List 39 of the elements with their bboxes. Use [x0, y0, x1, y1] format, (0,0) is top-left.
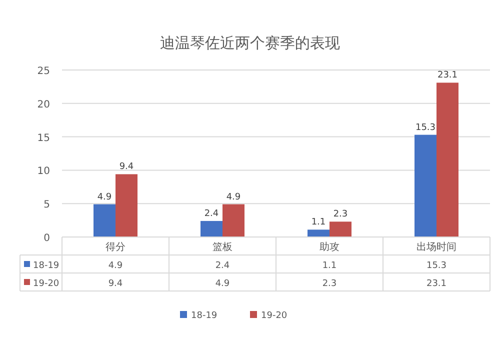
- text: 2.3: [322, 279, 337, 289]
- x-tick-label: 篮板: [212, 241, 232, 253]
- data-label: 23.1: [437, 70, 458, 81]
- text: 15.3: [426, 261, 447, 271]
- x-tick-label: 得分: [106, 241, 126, 253]
- bar: [116, 174, 138, 237]
- bar: [308, 230, 330, 237]
- bar: [222, 204, 244, 237]
- data-label: 4.9: [226, 192, 241, 202]
- text: 19-20: [261, 311, 288, 321]
- text: 4.9: [215, 279, 230, 289]
- text: 18-19: [191, 311, 218, 321]
- x-tick-label: 助攻: [320, 241, 340, 253]
- bar: [436, 82, 458, 237]
- data-label: 1.1: [311, 218, 326, 228]
- y-tick-label: 10: [37, 166, 50, 178]
- x-tick-label: 出场时间: [416, 241, 456, 253]
- y-tick-label: 20: [37, 99, 50, 110]
- data-label: 2.3: [333, 210, 348, 220]
- y-tick-label: 15: [37, 132, 50, 144]
- chart-title: 迪温琴佐近两个赛季的表现: [160, 34, 340, 52]
- y-tick-label: 0: [44, 233, 50, 244]
- bar: [200, 220, 222, 237]
- y-tick-label: 5: [44, 200, 50, 211]
- data-label: 2.4: [204, 208, 219, 219]
- data-label: 15.3: [415, 122, 436, 133]
- text: 2.4: [215, 261, 230, 271]
- text: 9.4: [108, 279, 123, 289]
- text: 1.1: [322, 261, 337, 271]
- legend-label: 18-19: [33, 261, 60, 271]
- data-label: 9.4: [119, 162, 134, 172]
- bar: [94, 204, 116, 237]
- bar: [330, 222, 352, 237]
- bar: [414, 134, 436, 237]
- text: 23.1: [426, 279, 447, 289]
- legend-label: 19-20: [33, 279, 60, 289]
- data-label: 4.9: [97, 192, 112, 202]
- text: 4.9: [108, 261, 123, 271]
- y-tick-label: 25: [37, 66, 50, 77]
